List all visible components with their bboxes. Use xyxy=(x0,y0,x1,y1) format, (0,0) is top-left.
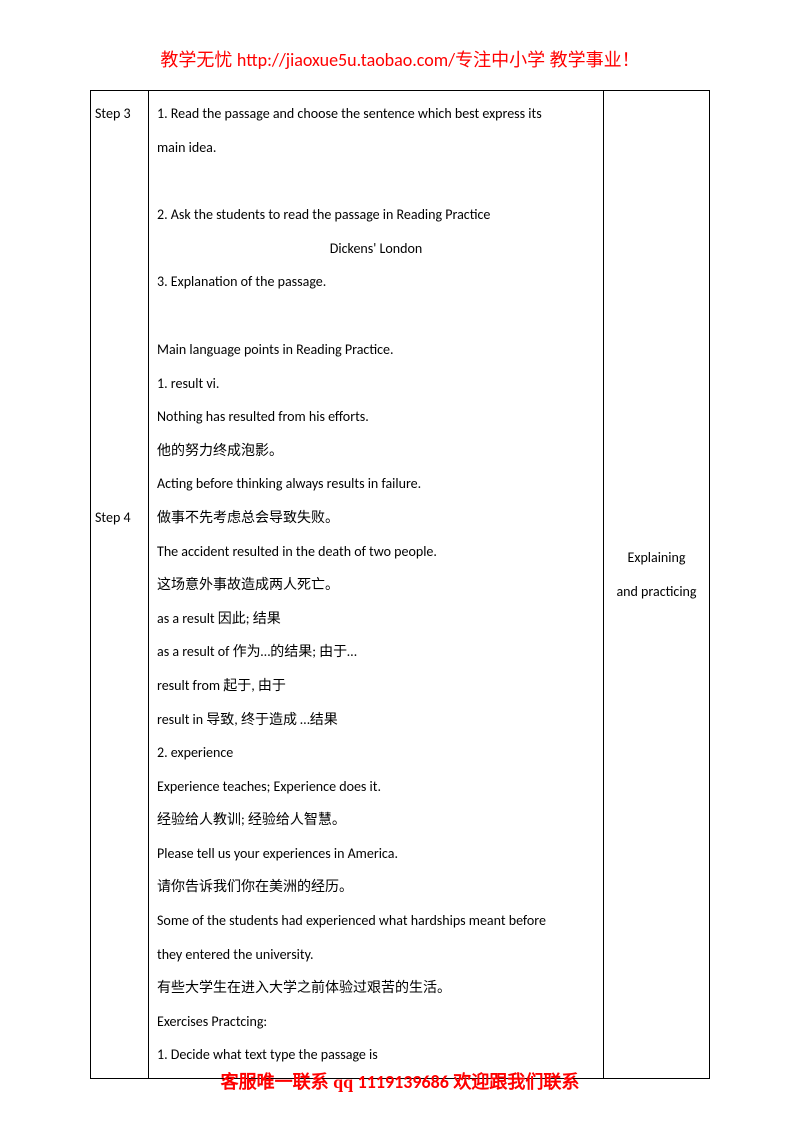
content-line: Nothing has resulted from his efforts. xyxy=(157,400,595,434)
footer-number: 1119139686 xyxy=(358,1071,449,1093)
content-line: 经验给人教训; 经验给人智慧。 xyxy=(157,803,595,837)
step-label: Step 4 xyxy=(95,501,144,535)
document-page: 教学无忧 http://jiaoxue5u.taobao.com/专注中小学 教… xyxy=(0,0,800,1079)
content-line: 2. experience xyxy=(157,736,595,770)
content-line: result from 起于, 由于 xyxy=(157,669,595,703)
content-line: 1. result vi. xyxy=(157,367,595,401)
step-label: Step 3 xyxy=(95,97,144,131)
page-footer: 客服唯一联系 qq 1119139686 欢迎跟我们联系 xyxy=(0,1068,800,1094)
method-column: Explainingand practicing xyxy=(604,91,710,1079)
content-line: 做事不先考虑总会导致失败。 xyxy=(157,501,595,535)
content-line xyxy=(157,299,595,333)
table-row: Step 3 Step 4 1. Read the passage and cho… xyxy=(91,91,710,1079)
content-line: Experience teaches; Experience does it. xyxy=(157,770,595,804)
method-label: and practicing xyxy=(608,575,705,609)
footer-suffix: 欢迎跟我们联系 xyxy=(449,1072,580,1092)
content-line: 请你告诉我们你在美洲的经历。 xyxy=(157,870,595,904)
content-line xyxy=(157,164,595,198)
content-line: 1. Read the passage and choose the sente… xyxy=(157,97,595,131)
content-line: as a result 因此; 结果 xyxy=(157,602,595,636)
content-line: as a result of 作为…的结果; 由于… xyxy=(157,635,595,669)
content-column: 1. Read the passage and choose the sente… xyxy=(149,91,604,1079)
content-line: Acting before thinking always results in… xyxy=(157,467,595,501)
content-line: Main language points in Reading Practice… xyxy=(157,333,595,367)
content-line: they entered the university. xyxy=(157,938,595,972)
content-line: main idea. xyxy=(157,131,595,165)
content-line: 有些大学生在进入大学之前体验过艰苦的生活。 xyxy=(157,971,595,1005)
content-line: result in 导致, 终于造成 …结果 xyxy=(157,703,595,737)
content-line: 3. Explanation of the passage. xyxy=(157,265,595,299)
header-prefix: 教学无忧 xyxy=(160,50,237,70)
page-header: 教学无忧 http://jiaoxue5u.taobao.com/专注中小学 教… xyxy=(90,46,710,72)
content-line: 1. Decide what text type the passage is xyxy=(157,1038,595,1072)
content-line: Dickens' London xyxy=(157,232,595,266)
header-suffix: 专注中小学 教学事业！ xyxy=(455,50,640,70)
content-line: 2. Ask the students to read the passage … xyxy=(157,198,595,232)
content-line: Some of the students had experienced wha… xyxy=(157,904,595,938)
content-line: 这场意外事故造成两人死亡。 xyxy=(157,568,595,602)
content-line: Exercises Practcing: xyxy=(157,1005,595,1039)
content-line: The accident resulted in the death of tw… xyxy=(157,535,595,569)
method-label: Explaining xyxy=(608,541,705,575)
content-line: Please tell us your experiences in Ameri… xyxy=(157,837,595,871)
header-link: http://jiaoxue5u.taobao.com/ xyxy=(237,49,455,71)
lesson-table: Step 3 Step 4 1. Read the passage and cho… xyxy=(90,90,710,1079)
step-column: Step 3 Step 4 xyxy=(91,91,149,1079)
footer-prefix: 客服唯一联系 qq xyxy=(221,1072,358,1092)
content-line: 他的努力终成泡影。 xyxy=(157,434,595,468)
